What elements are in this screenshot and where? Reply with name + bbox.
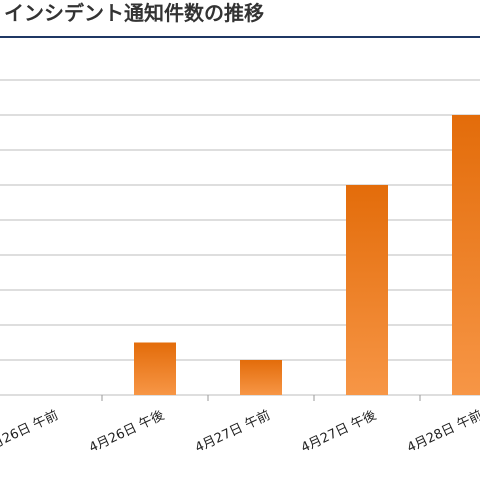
- x-tick-label: 4月27日 午前: [193, 407, 273, 456]
- x-tick-label: 4月26日 午後: [87, 408, 167, 456]
- x-tick-label: 4月26日 午前: [0, 407, 61, 456]
- chart-title: インシデント通知件数の推移: [4, 1, 264, 25]
- x-tick-label: 4月27日 午後: [299, 408, 379, 456]
- bar: [346, 185, 388, 395]
- bar: [240, 360, 282, 395]
- x-tick-label: 4月28日 午前: [405, 407, 480, 456]
- bar: [134, 342, 176, 395]
- bar: [452, 115, 480, 395]
